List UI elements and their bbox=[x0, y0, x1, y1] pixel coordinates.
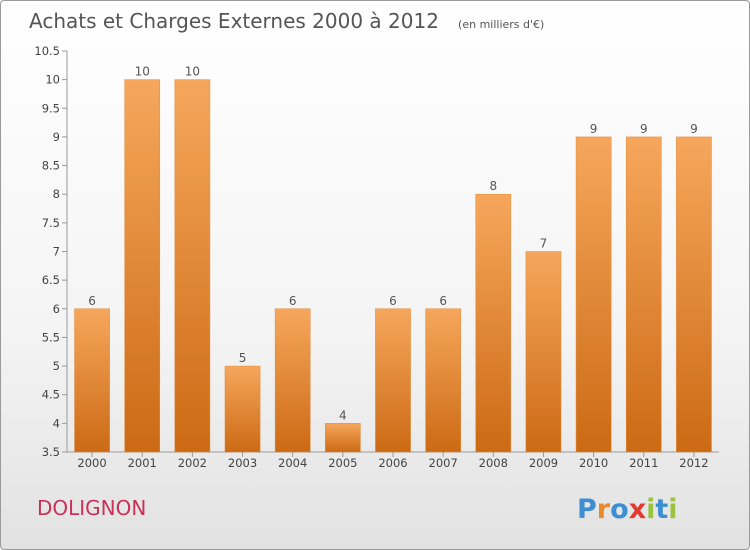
x-tick-label: 2010 bbox=[579, 456, 608, 470]
x-axis: 2000 2001 2002 2003 2004 2005 2006 2007 2008 2009… bbox=[67, 451, 719, 470]
x-tick-label: 2001 bbox=[128, 456, 157, 470]
y-tick-label: 10.5 bbox=[34, 44, 60, 58]
y-tick-label: 7.5 bbox=[42, 216, 60, 230]
bar-value-label: 6 bbox=[389, 294, 397, 308]
bar bbox=[124, 79, 161, 453]
bar bbox=[174, 79, 211, 453]
bar bbox=[525, 251, 562, 453]
x-tick-label: 2008 bbox=[479, 456, 508, 470]
y-tick-label: 5 bbox=[53, 359, 60, 373]
y-tick-label: 10 bbox=[45, 73, 60, 87]
x-tick-label: 2003 bbox=[228, 456, 257, 470]
commune-name: DOLIGNON bbox=[37, 496, 146, 520]
x-tick-label: 2004 bbox=[278, 456, 307, 470]
y-tick-label: 8 bbox=[53, 187, 60, 201]
bar bbox=[676, 136, 712, 453]
x-tick-label: 2000 bbox=[77, 456, 106, 470]
bar-value-label: 6 bbox=[88, 294, 96, 308]
bar bbox=[425, 308, 461, 453]
bar bbox=[274, 308, 311, 453]
bar-value-label: 8 bbox=[489, 179, 497, 193]
logo-letter: t bbox=[655, 494, 668, 525]
bar-value-label: 5 bbox=[239, 351, 247, 365]
x-tick-label: 2005 bbox=[328, 456, 357, 470]
bar-value-label: 7 bbox=[540, 237, 548, 251]
bar-value-label: 9 bbox=[590, 122, 598, 136]
chart-title-text: Achats et Charges Externes 2000 à 2012 bbox=[29, 9, 439, 33]
bar-value-label: 4 bbox=[339, 408, 347, 422]
y-tick-label: 9 bbox=[53, 130, 60, 144]
y-tick-label: 4.5 bbox=[42, 388, 60, 402]
x-tick-label: 2011 bbox=[629, 456, 658, 470]
y-tick-label: 6.5 bbox=[42, 273, 60, 287]
bar-value-label: 6 bbox=[439, 294, 447, 308]
bar bbox=[325, 423, 361, 453]
x-tick-label: 2006 bbox=[378, 456, 407, 470]
y-tick-label: 9.5 bbox=[42, 101, 60, 115]
x-tick-label: 2007 bbox=[429, 456, 458, 470]
y-tick-label: 6 bbox=[53, 302, 60, 316]
logo-letter: i bbox=[646, 494, 655, 525]
y-tick-label: 5.5 bbox=[42, 330, 60, 344]
bar bbox=[625, 136, 662, 453]
chart-subtitle: (en milliers d'€) bbox=[458, 18, 544, 31]
logo-letter: P bbox=[577, 494, 597, 525]
y-tick-label: 3.5 bbox=[42, 445, 60, 459]
chart-title: Achats et Charges Externes 2000 à 2012 (… bbox=[29, 9, 544, 33]
y-tick-label: 8.5 bbox=[42, 159, 60, 173]
bar bbox=[375, 308, 411, 453]
bar bbox=[74, 308, 110, 453]
y-tick-label: 4 bbox=[53, 416, 60, 430]
bar-value-label: 9 bbox=[690, 122, 698, 136]
logo-letter: r bbox=[597, 494, 611, 525]
bar bbox=[475, 193, 512, 453]
bar-series: 6 10 10 5 6 4 6 6 8 7 9 9 9 bbox=[74, 65, 712, 453]
logo-letter: i bbox=[668, 494, 677, 525]
logo-letter: x bbox=[629, 494, 646, 525]
logo-letter: o bbox=[610, 494, 629, 525]
y-axis: 3.5 4 4.5 5 5.5 6 6.5 7 7.5 8 8.5 9 9.5 10 10.5 bbox=[34, 44, 68, 459]
bar-value-label: 9 bbox=[640, 122, 648, 136]
x-tick-label: 2002 bbox=[178, 456, 207, 470]
bar-value-label: 6 bbox=[289, 294, 297, 308]
x-tick-label: 2012 bbox=[679, 456, 708, 470]
bar bbox=[224, 365, 261, 453]
proxiti-logo: Proxiti bbox=[577, 494, 678, 525]
bar-value-label: 10 bbox=[185, 65, 200, 79]
bar bbox=[575, 136, 612, 453]
y-tick-label: 7 bbox=[53, 245, 60, 259]
bar-value-label: 10 bbox=[135, 65, 150, 79]
x-tick-label: 2009 bbox=[529, 456, 558, 470]
